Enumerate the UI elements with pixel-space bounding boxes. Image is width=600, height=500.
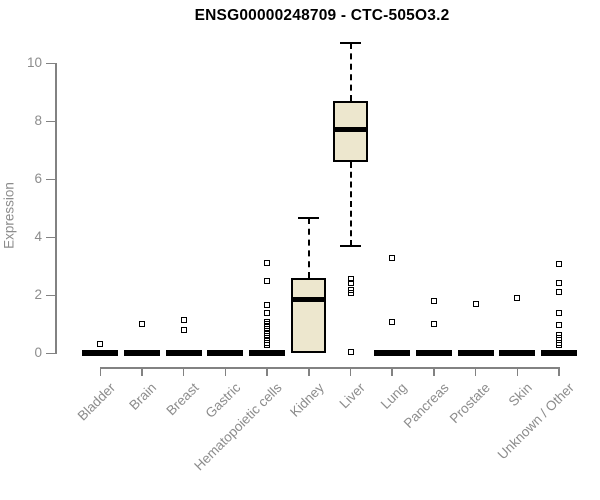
x-axis-label-unknown-other: Unknown / Other <box>494 380 577 463</box>
x-axis-label-brain: Brain <box>126 380 160 413</box>
outlier-point <box>430 297 437 304</box>
outlier-point <box>556 288 562 295</box>
outlier-point <box>264 278 271 285</box>
boxplot-collapsed-box <box>165 350 202 356</box>
x-tick <box>433 367 435 376</box>
y-tick <box>46 352 55 354</box>
box-iqr <box>291 277 327 353</box>
upper-whisker-cap <box>340 41 361 45</box>
boxplot-collapsed-box <box>124 350 160 356</box>
outlier-point <box>139 321 145 327</box>
x-tick <box>224 367 227 376</box>
median-line <box>291 297 327 303</box>
outlier-point <box>514 294 521 301</box>
outlier-point <box>97 341 104 348</box>
boxplot-collapsed-box <box>457 350 494 356</box>
outlier-point <box>556 310 562 317</box>
y-tick <box>46 178 55 180</box>
outlier-point <box>430 321 437 328</box>
lower-whisker-cap <box>340 244 361 248</box>
x-axis-label-kidney: Kidney <box>286 380 327 420</box>
upper-whisker <box>349 42 352 101</box>
boxplot-collapsed-box <box>82 350 119 356</box>
y-tick <box>46 236 55 238</box>
boxplot-collapsed-box <box>207 350 244 356</box>
x-tick <box>474 367 477 376</box>
x-tick <box>308 367 310 376</box>
outlier-point <box>556 342 562 349</box>
x-axis-line <box>100 367 561 369</box>
x-tick <box>349 367 352 376</box>
outlier-point <box>556 261 562 268</box>
outlier-point <box>264 301 271 308</box>
outlier-point <box>180 316 187 323</box>
x-tick <box>99 367 102 376</box>
x-axis-label-lung: Lung <box>377 380 410 412</box>
outlier-point <box>389 254 396 261</box>
outlier-point <box>556 321 562 328</box>
x-axis-label-breast: Breast <box>163 380 202 419</box>
boxplot-collapsed-box <box>374 350 411 356</box>
y-tick <box>46 120 55 122</box>
outlier-point <box>264 341 271 348</box>
x-axis-label-pancreas: Pancreas <box>400 380 452 431</box>
outlier-point <box>556 280 562 287</box>
x-tick <box>141 367 143 376</box>
outlier-point <box>389 318 396 325</box>
y-tick-label: 8 <box>34 113 42 128</box>
x-tick <box>266 367 268 376</box>
boxplot-collapsed-box <box>249 350 286 356</box>
y-tick <box>46 62 55 64</box>
x-tick <box>558 367 560 376</box>
median-line <box>333 126 368 132</box>
y-tick <box>46 294 55 296</box>
outlier-point <box>347 276 354 283</box>
x-axis-label-skin: Skin <box>505 380 535 410</box>
x-axis-label-gastric: Gastric <box>202 380 244 421</box>
y-tick-label: 2 <box>34 287 42 302</box>
upper-whisker-cap <box>298 216 320 220</box>
outlier-point <box>472 300 479 307</box>
x-tick <box>182 367 185 376</box>
y-tick-label: 10 <box>26 55 42 70</box>
outlier-point <box>347 280 354 287</box>
boxplot-collapsed-box <box>541 350 577 356</box>
y-axis-line <box>55 63 57 354</box>
boxplot-collapsed-box <box>499 350 536 356</box>
outlier-point <box>264 310 271 317</box>
x-tick <box>391 367 393 376</box>
x-axis-label-bladder: Bladder <box>74 380 118 424</box>
outlier-point <box>264 259 271 266</box>
lower-whisker <box>349 161 352 246</box>
y-tick-label: 6 <box>34 171 42 186</box>
x-tick <box>516 367 519 376</box>
y-tick-label: 0 <box>34 345 42 360</box>
outlier-point <box>180 327 187 334</box>
upper-whisker <box>307 217 310 278</box>
x-axis-label-liver: Liver <box>336 380 369 412</box>
outlier-point <box>347 349 354 356</box>
x-axis-label-prostate: Prostate <box>447 380 494 427</box>
boxplot-collapsed-box <box>415 350 452 356</box>
y-tick-label: 4 <box>34 229 42 244</box>
outlier-point <box>347 289 354 296</box>
chart-title: ENSG00000248709 - CTC-505O3.2 <box>194 7 450 24</box>
